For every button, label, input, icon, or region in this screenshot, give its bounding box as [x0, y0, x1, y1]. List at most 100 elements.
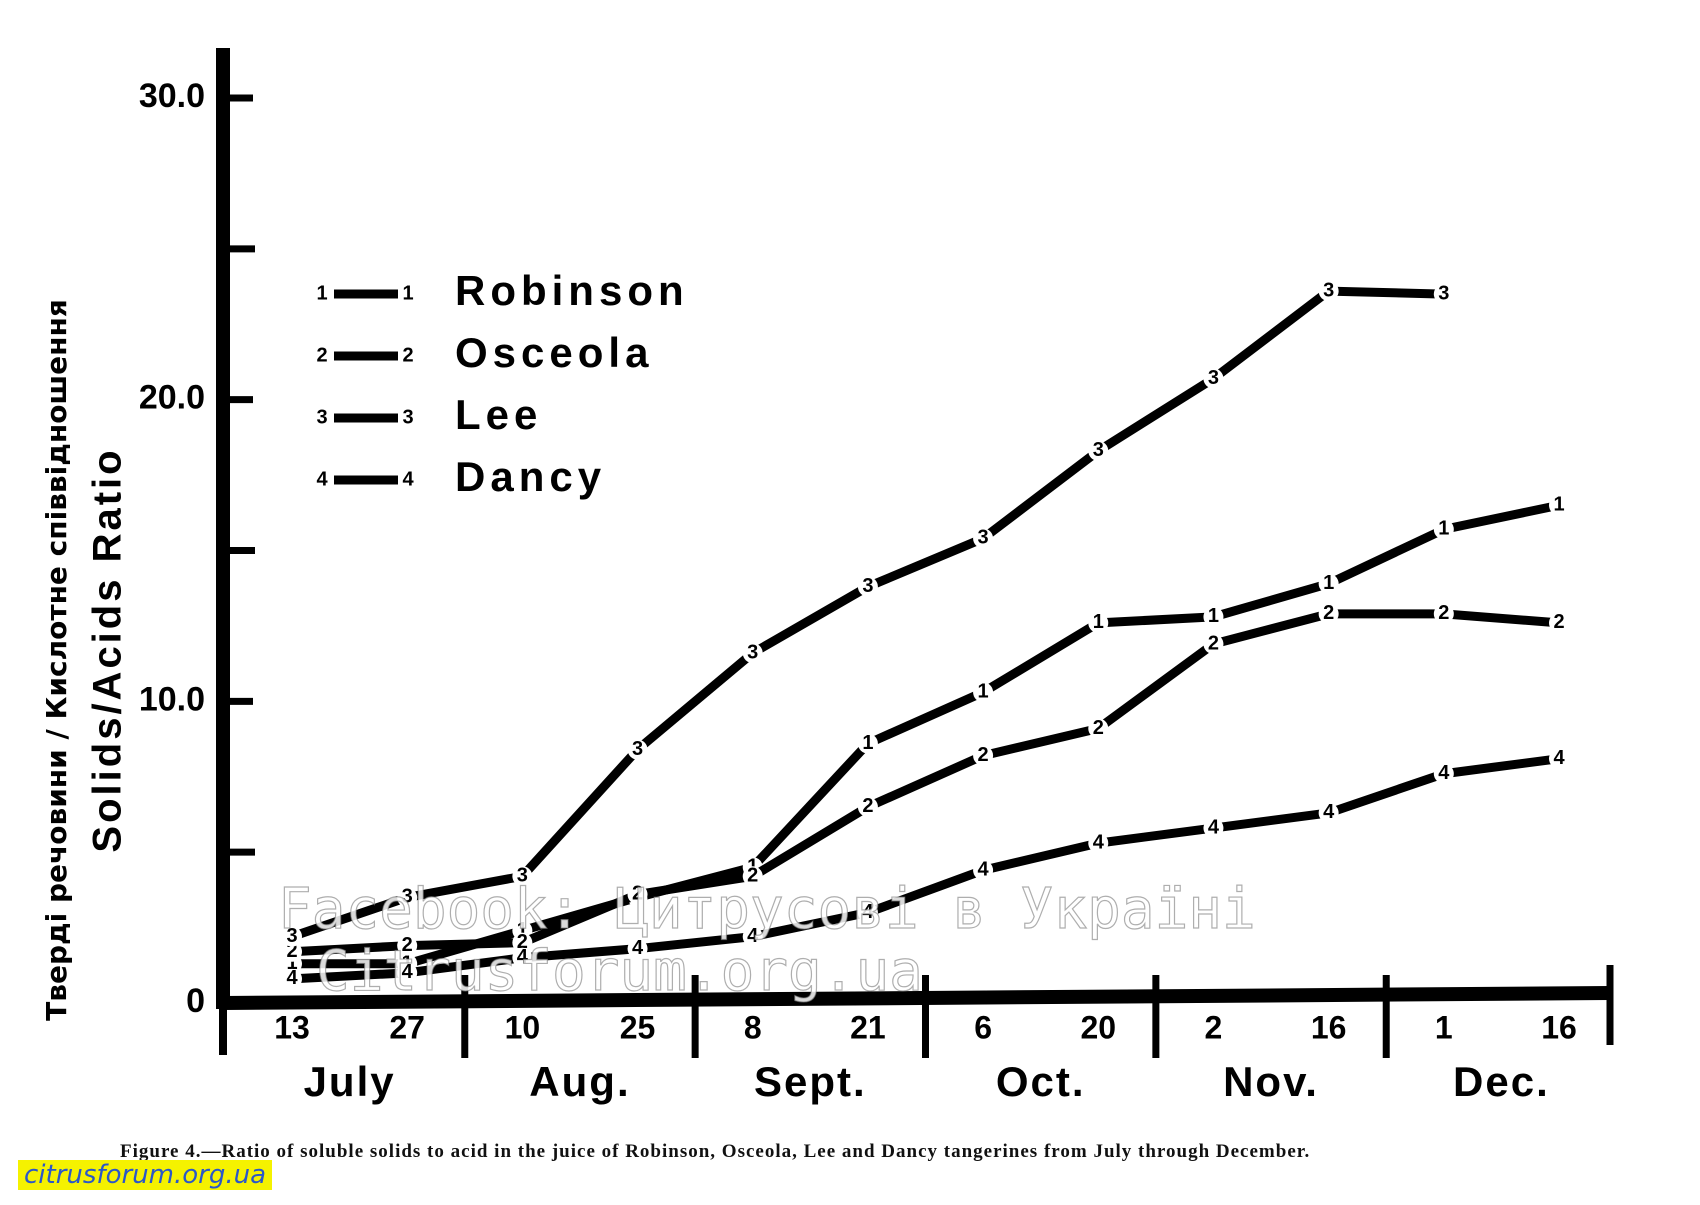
legend-marker: 3	[402, 406, 413, 428]
series-line	[291, 609, 1560, 957]
point-bg	[1203, 818, 1224, 839]
x-axis	[222, 986, 1611, 1010]
point-bg	[282, 941, 302, 962]
legend-marker: 2	[316, 344, 327, 366]
point-marker: 3	[632, 738, 643, 760]
point-marker: 3	[402, 886, 413, 908]
point-marker: 1	[862, 732, 873, 754]
point-marker: 2	[862, 795, 873, 817]
legend-marker: 1	[316, 282, 327, 304]
point-marker: 4	[632, 937, 644, 959]
point-bg	[1088, 718, 1109, 739]
legend-label: Lee	[455, 391, 542, 438]
point-marker: 4	[1093, 831, 1105, 853]
x-tick-label: 27	[389, 1009, 425, 1045]
x-tick-label: 25	[620, 1009, 656, 1045]
point-marker: 4	[1553, 747, 1565, 769]
point-marker: 2	[1553, 611, 1564, 633]
series-line	[290, 286, 1444, 941]
point-marker: 2	[1323, 602, 1334, 624]
point-bg	[1088, 612, 1109, 633]
watermark: citrusforum.org.ua	[18, 1160, 273, 1190]
caption: Figure 4.—Ratio of soluble solids to aci…	[120, 1141, 1311, 1162]
point-bg	[742, 643, 763, 664]
point-bg	[1433, 603, 1454, 624]
x-tick-label: 6	[974, 1009, 992, 1045]
point-marker: 4	[517, 946, 529, 968]
point-marker: 4	[1208, 816, 1220, 838]
legend-marker: 4	[402, 468, 414, 490]
point-marker: 2	[1438, 602, 1449, 624]
point-bg	[973, 682, 994, 703]
point-bg	[512, 947, 533, 968]
point-marker: 1	[286, 952, 297, 974]
x-tick-label: 8	[744, 1009, 762, 1045]
legend-label: Osceola	[455, 329, 653, 376]
point-bg	[857, 902, 878, 923]
point-bg	[627, 739, 648, 760]
point-bg	[1318, 573, 1339, 594]
x-tick-label: 13	[274, 1009, 310, 1045]
point-marker: 3	[1323, 279, 1334, 301]
point-marker: 1	[1323, 572, 1334, 594]
legend-label: Robinson	[455, 267, 689, 314]
point-bg	[973, 745, 994, 766]
point-marker: 2	[286, 940, 297, 962]
month-label: July	[304, 1058, 396, 1105]
point-marker: 1	[1093, 611, 1104, 633]
month-label: Nov.	[1223, 1058, 1319, 1105]
point-bg	[1433, 519, 1454, 540]
point-marker: 4	[862, 901, 874, 923]
point-bg	[1088, 440, 1109, 461]
point-bg	[627, 938, 648, 959]
point-marker: 2	[517, 931, 528, 953]
month-label: Oct.	[996, 1058, 1086, 1105]
point-marker: 2	[978, 744, 989, 766]
point-marker: 2	[1208, 632, 1219, 654]
point-bg	[1433, 284, 1454, 305]
point-marker: 1	[1438, 518, 1449, 540]
point-bg	[973, 860, 994, 881]
month-label: Aug.	[529, 1058, 630, 1105]
point-bg	[1549, 612, 1569, 633]
point-bg	[857, 576, 878, 597]
point-marker: 1	[1553, 494, 1564, 516]
point-bg	[512, 866, 533, 887]
point-marker: 4	[747, 925, 759, 947]
x-tick-label: 16	[1541, 1009, 1577, 1045]
series-line	[291, 754, 1560, 984]
month-label: Sept.	[754, 1058, 867, 1105]
x-tick-label: 10	[505, 1009, 541, 1045]
y-tick-label: 30.0	[139, 77, 205, 115]
legend-marker: 2	[402, 344, 413, 366]
point-marker: 4	[1438, 762, 1450, 784]
point-marker: 3	[978, 527, 989, 549]
x-tick-label: 16	[1311, 1009, 1347, 1045]
point-bg	[397, 935, 418, 956]
point-bg	[1318, 802, 1339, 823]
point-marker: 3	[286, 925, 297, 947]
series-line	[292, 500, 1560, 969]
point-bg	[397, 962, 418, 983]
y-tick-label: 10.0	[139, 680, 205, 718]
point-marker: 4	[1323, 801, 1335, 823]
point-bg	[1549, 748, 1569, 769]
point-marker: 4	[286, 967, 298, 989]
point-marker: 3	[1438, 282, 1449, 304]
point-marker: 2	[632, 883, 643, 905]
point-bg	[857, 796, 878, 817]
point-marker: 3	[747, 641, 758, 663]
point-bg	[1088, 833, 1109, 854]
point-bg	[397, 887, 418, 908]
x-tick-label: 20	[1080, 1009, 1116, 1045]
point-bg	[1203, 634, 1224, 655]
point-marker: 4	[402, 961, 414, 983]
point-marker: 1	[1208, 605, 1219, 627]
point-marker: 2	[402, 934, 413, 956]
y-axis-title: Solids/Acids Ratio	[86, 447, 130, 852]
point-bg	[857, 733, 878, 754]
watermark: Facebook: Цитрусові в Україні	[278, 877, 1256, 942]
point-bg	[1433, 763, 1454, 784]
